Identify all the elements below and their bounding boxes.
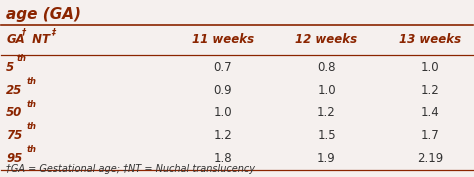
Text: 1.4: 1.4 <box>421 106 439 119</box>
Text: 1.2: 1.2 <box>213 129 232 142</box>
Text: 1.0: 1.0 <box>317 84 336 97</box>
Text: 1.9: 1.9 <box>317 152 336 165</box>
Text: 1.2: 1.2 <box>317 106 336 119</box>
Text: th: th <box>27 100 37 109</box>
Text: 50: 50 <box>6 106 22 119</box>
Text: 1.5: 1.5 <box>317 129 336 142</box>
Text: 1.8: 1.8 <box>214 152 232 165</box>
Text: ‡: ‡ <box>51 27 55 36</box>
Text: 0.9: 0.9 <box>214 84 232 97</box>
Text: 75: 75 <box>6 129 22 142</box>
Text: th: th <box>27 145 37 154</box>
Text: †GA = Gestational age; ‡NT = Nuchal translucency: †GA = Gestational age; ‡NT = Nuchal tran… <box>6 164 255 174</box>
Text: 0.8: 0.8 <box>317 61 336 74</box>
Text: 95: 95 <box>6 152 22 165</box>
Text: 1.7: 1.7 <box>421 129 439 142</box>
Text: 12 weeks: 12 weeks <box>295 33 357 46</box>
Text: 2.19: 2.19 <box>417 152 443 165</box>
Text: age (GA): age (GA) <box>6 7 81 22</box>
Text: 25: 25 <box>6 84 22 97</box>
Text: 1.0: 1.0 <box>421 61 439 74</box>
Text: 1.0: 1.0 <box>214 106 232 119</box>
Text: th: th <box>27 122 37 131</box>
Text: NT: NT <box>28 33 50 46</box>
Text: 11 weeks: 11 weeks <box>192 33 254 46</box>
Text: 13 weeks: 13 weeks <box>399 33 461 46</box>
Text: th: th <box>27 77 37 86</box>
Text: th: th <box>17 54 27 63</box>
Text: 0.7: 0.7 <box>214 61 232 74</box>
Text: 5: 5 <box>6 61 14 74</box>
Text: †: † <box>22 27 26 36</box>
Text: GA: GA <box>6 33 25 46</box>
Text: 1.2: 1.2 <box>421 84 439 97</box>
